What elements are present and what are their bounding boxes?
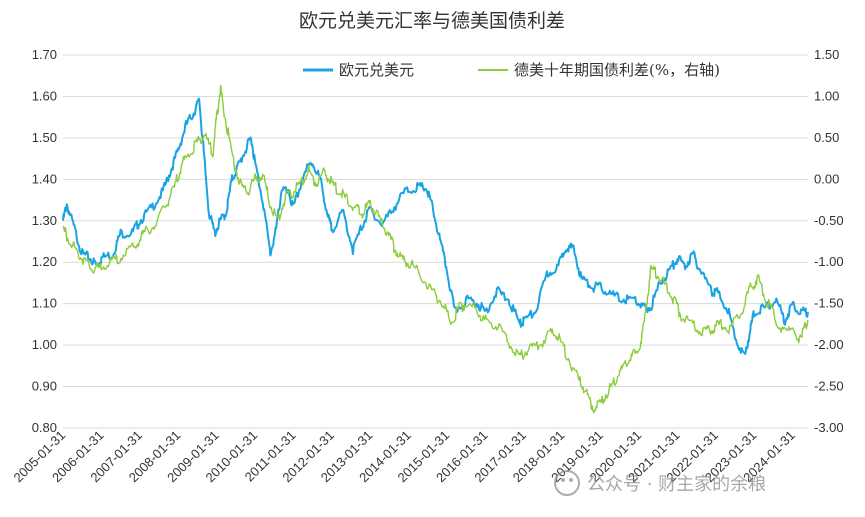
right-tick-label: -0.50 xyxy=(814,213,844,228)
left-tick-label: 1.50 xyxy=(32,130,57,145)
right-tick-label: 1.50 xyxy=(814,47,839,62)
right-axis-ticks: -3.00 -2.50 -2.00 -1.50 -1.00 -0.50 0.00 0.50 1.… xyxy=(814,47,844,435)
right-tick-label: 0.50 xyxy=(814,130,839,145)
right-tick-label: -1.00 xyxy=(814,254,844,269)
grid-lines xyxy=(63,54,808,429)
left-tick-label: 1.60 xyxy=(32,88,57,103)
chart-title: 欧元兑美元汇率与德美国债利差 xyxy=(299,10,565,32)
right-tick-label: 0.00 xyxy=(814,171,839,186)
right-tick-label: -2.50 xyxy=(814,379,844,394)
left-tick-label: 1.10 xyxy=(32,296,57,311)
series-line-1 xyxy=(62,97,809,355)
left-tick-label: 1.40 xyxy=(32,171,57,186)
watermark-logo-eye-icon xyxy=(569,478,573,482)
left-tick-label: 1.30 xyxy=(32,213,57,228)
legend: 欧元兑美元 德美十年期国债利差(%，右轴) xyxy=(303,61,720,79)
watermark-text: 公众号 · 财主家的余粮 xyxy=(587,474,766,495)
left-tick-label: 0.80 xyxy=(32,420,57,435)
left-axis-ticks: 0.80 0.90 1.00 1.10 1.20 1.30 1.40 1.50 1.60 1.70 xyxy=(32,47,57,435)
legend-label-1: 欧元兑美元 xyxy=(339,61,414,79)
watermark: 公众号 · 财主家的余粮 xyxy=(554,470,766,496)
left-tick-label: 1.70 xyxy=(32,47,57,62)
legend-label-2: 德美十年期国债利差(%，右轴) xyxy=(514,61,720,79)
right-tick-label: -1.50 xyxy=(814,296,844,311)
left-tick-label: 1.20 xyxy=(32,254,57,269)
watermark-logo-eye-icon xyxy=(561,478,565,482)
left-tick-label: 1.00 xyxy=(32,337,57,352)
right-tick-label: 1.00 xyxy=(814,88,839,103)
right-tick-label: -3.00 xyxy=(814,420,844,435)
series-lines xyxy=(62,84,809,414)
watermark-logo-icon xyxy=(554,470,580,496)
series-line-2 xyxy=(62,84,809,414)
right-tick-label: -2.00 xyxy=(814,337,844,352)
left-tick-label: 0.90 xyxy=(32,379,57,394)
